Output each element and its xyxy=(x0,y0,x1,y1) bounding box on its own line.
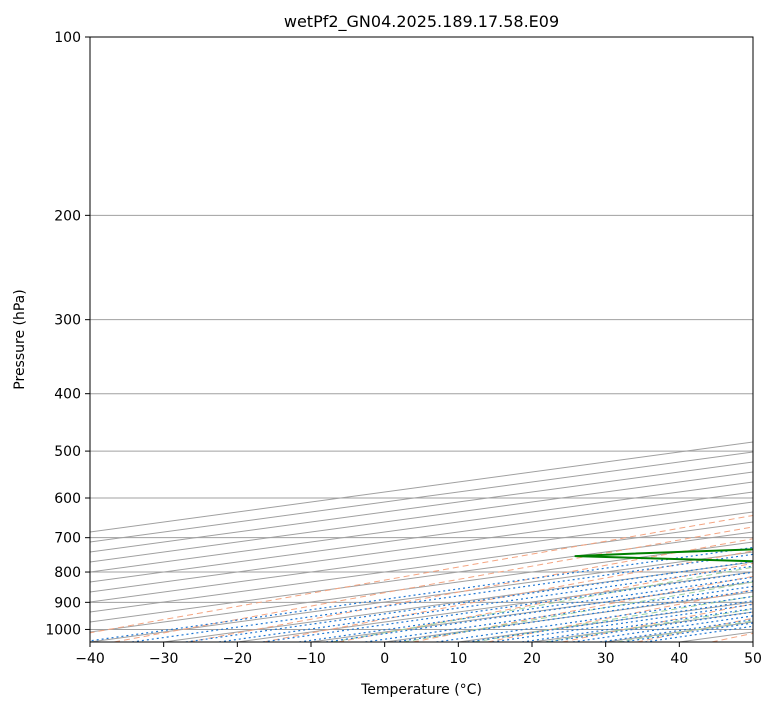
isotherm-line xyxy=(90,451,753,543)
x-tick-label: 30 xyxy=(597,651,615,667)
chart-title: wetPf2_GN04.2025.189.17.58.E09 xyxy=(284,12,559,32)
dry-adiabat-line xyxy=(90,514,753,634)
x-axis-label: Temperature (°C) xyxy=(360,682,482,698)
x-tick-label: 20 xyxy=(523,651,541,667)
isotherm-line xyxy=(90,461,753,553)
y-tick-label: 500 xyxy=(54,444,81,460)
plot-frame xyxy=(89,36,754,643)
x-tick-label: 10 xyxy=(449,651,467,667)
x-axis-ticks: −40 −30 −20 −10 0 10 20 30 40 50 xyxy=(75,642,762,667)
mixing-ratio-line xyxy=(218,565,753,642)
mixing-ratio-line xyxy=(262,571,753,642)
y-tick-label: 800 xyxy=(54,565,81,581)
y-tick-label: 100 xyxy=(54,30,81,46)
x-tick-label: 50 xyxy=(744,651,762,667)
isobar-grid xyxy=(90,37,753,630)
isotherm-line xyxy=(90,501,753,593)
isotherm-line xyxy=(90,521,753,613)
isotherm-line xyxy=(90,471,753,563)
y-tick-label: 200 xyxy=(54,208,81,224)
dry-adiabats xyxy=(90,514,753,642)
y-axis-label: Pressure (hPa) xyxy=(12,289,28,389)
y-tick-label: 700 xyxy=(54,531,81,547)
moist-adiabats xyxy=(332,566,753,642)
plot-area: 0.10.20.40.611.52346810131620253036-100-… xyxy=(90,37,753,642)
mixing-ratio-line xyxy=(185,561,753,642)
x-tick-label: −10 xyxy=(296,651,326,667)
x-tick-label: −30 xyxy=(149,651,179,667)
mixing-ratio-line xyxy=(299,576,753,642)
isotherm-line xyxy=(90,491,753,583)
mixing-ratio-lines xyxy=(90,546,753,642)
isotherm-grid xyxy=(90,441,753,642)
isotherm-line xyxy=(90,481,753,573)
y-axis-ticks: 100 200 300 400 500 600 700 800 900 1000 xyxy=(45,30,90,638)
moist-adiabat-line xyxy=(332,566,753,642)
y-tick-label: 900 xyxy=(54,595,81,611)
y-tick-label: 400 xyxy=(54,387,81,403)
x-tick-label: 0 xyxy=(380,651,389,667)
y-tick-label: 600 xyxy=(54,491,81,507)
isotherm-line xyxy=(90,531,753,623)
isotherm-line xyxy=(90,511,753,603)
y-tick-label: 300 xyxy=(54,313,81,329)
x-tick-label: 40 xyxy=(670,651,688,667)
y-tick-label: 1000 xyxy=(45,622,81,638)
x-tick-label: −40 xyxy=(75,651,105,667)
x-tick-label: −20 xyxy=(223,651,253,667)
